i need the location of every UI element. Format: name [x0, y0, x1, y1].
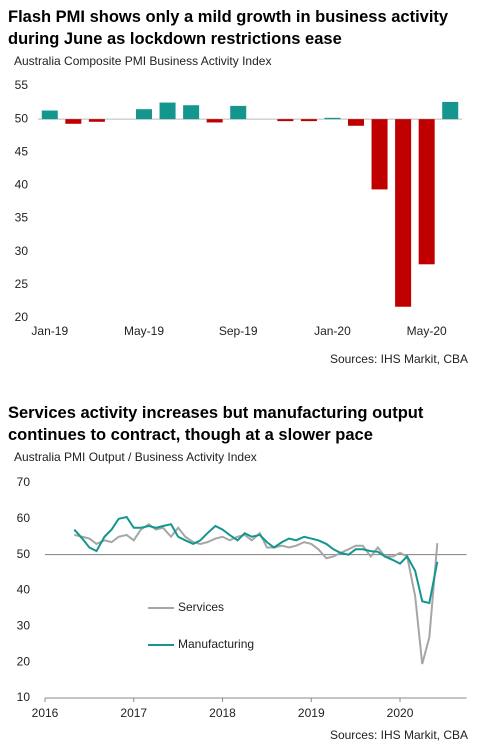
y-tick-label: 20: [15, 310, 29, 324]
y-tick-label: 35: [15, 211, 29, 225]
legend-label: Services: [178, 600, 224, 614]
bar: [230, 105, 247, 120]
x-tick-label: May-19: [124, 324, 164, 338]
bar: [135, 109, 153, 120]
y-tick-label: 40: [15, 178, 29, 192]
y-tick-label: 55: [15, 78, 29, 92]
bar: [41, 110, 58, 120]
x-tick-label: 2016: [32, 706, 59, 720]
x-tick-label: 2019: [298, 706, 325, 720]
y-tick-label: 25: [15, 277, 29, 291]
chart-subtitle: Australia Composite PMI Business Activit…: [14, 54, 271, 68]
y-tick-label: 60: [17, 511, 31, 525]
series-line: [73, 515, 439, 605]
bar: [277, 119, 294, 122]
y-tick-label: 70: [17, 475, 31, 489]
y-tick-label: 30: [15, 244, 29, 258]
x-tick-label: Sep-19: [219, 324, 258, 338]
y-tick-label: 45: [15, 144, 29, 158]
y-tick-label: 50: [17, 547, 31, 561]
x-tick-label: 2020: [387, 706, 414, 720]
y-tick-label: 30: [17, 619, 31, 633]
y-tick-label: 40: [17, 583, 31, 597]
series-line: [74, 522, 439, 665]
bar: [300, 119, 317, 122]
chart-title: Services activity increases but manufact…: [8, 404, 424, 444]
bar: [395, 119, 412, 307]
bar: [88, 119, 105, 122]
y-tick-label: 50: [15, 111, 29, 125]
bar: [183, 105, 200, 120]
y-tick-label: 10: [17, 690, 31, 704]
source-note: Sources: IHS Markit, CBA: [330, 352, 468, 366]
bar: [418, 119, 435, 265]
bar: [159, 102, 176, 120]
bar: [371, 119, 388, 190]
legend-label: Manufacturing: [178, 637, 254, 651]
x-tick-label: Jan-20: [314, 324, 351, 338]
bar: [206, 119, 223, 123]
chart-subtitle: Australia PMI Output / Business Activity…: [14, 450, 257, 464]
x-tick-label: 2018: [209, 706, 236, 720]
x-tick-label: Jan-19: [31, 324, 68, 338]
x-tick-label: 2017: [120, 706, 147, 720]
x-tick-label: May-20: [407, 324, 447, 338]
bar: [442, 101, 459, 120]
bar: [324, 117, 341, 120]
chart-title: Flash PMI shows only a mild growth in bu…: [8, 8, 449, 48]
bar: [65, 119, 82, 124]
y-tick-label: 20: [17, 654, 31, 668]
source-note: Sources: IHS Markit, CBA: [330, 728, 468, 742]
bar: [347, 119, 365, 126]
